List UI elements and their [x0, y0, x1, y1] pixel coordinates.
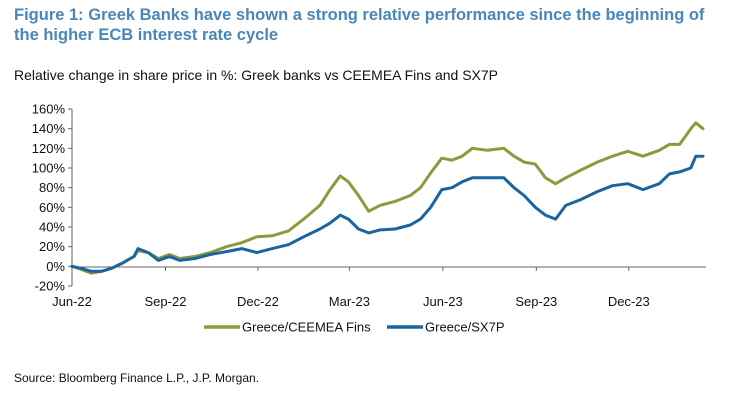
- x-tick-label: Sep-22: [145, 294, 187, 309]
- y-tick-label: 60%: [39, 200, 65, 215]
- legend-label: Greece/CEEMEA Fins: [242, 320, 371, 335]
- y-tick-label: 0%: [46, 259, 65, 274]
- chart-subtitle: Relative change in share price in %: Gre…: [14, 67, 499, 83]
- x-tick-label: Dec-22: [237, 294, 279, 309]
- y-tick-label: 40%: [39, 220, 65, 235]
- y-tick-label: 140%: [32, 121, 66, 136]
- x-tick-label: Jun-23: [423, 294, 463, 309]
- x-axis: Jun-22 Sep-22 Dec-22 Mar-23 Jun-23 Sep-23 Dec-…: [52, 266, 706, 309]
- source-note: Source: Bloomberg Finance L.P., J.P. Mor…: [14, 371, 260, 385]
- series-line-0: [70, 121, 705, 275]
- x-tick-label: Jun-22: [52, 294, 92, 309]
- y-tick-label: 160%: [32, 102, 66, 117]
- y-tick-label: 20%: [39, 239, 65, 254]
- x-tick-label: Mar-23: [329, 294, 370, 309]
- chart-title: Figure 1: Greek Banks have shown a stron…: [14, 6, 705, 44]
- x-tick-label: Dec-23: [608, 294, 650, 309]
- y-tick-label: -20%: [35, 279, 66, 294]
- legend-label: Greece/SX7P: [425, 320, 505, 335]
- y-axis: 160% 140% 120% 100% 80% 60% 40% 20% 0% -20%: [32, 102, 73, 294]
- x-tick-label: Sep-23: [515, 294, 557, 309]
- y-tick-label: 100%: [32, 161, 66, 176]
- legend: Greece/CEEMEA Fins Greece/SX7P: [204, 320, 505, 335]
- series-line-1: [70, 154, 705, 273]
- y-tick-label: 80%: [39, 180, 65, 195]
- series-lines: [70, 121, 705, 275]
- y-tick-label: 120%: [32, 141, 66, 156]
